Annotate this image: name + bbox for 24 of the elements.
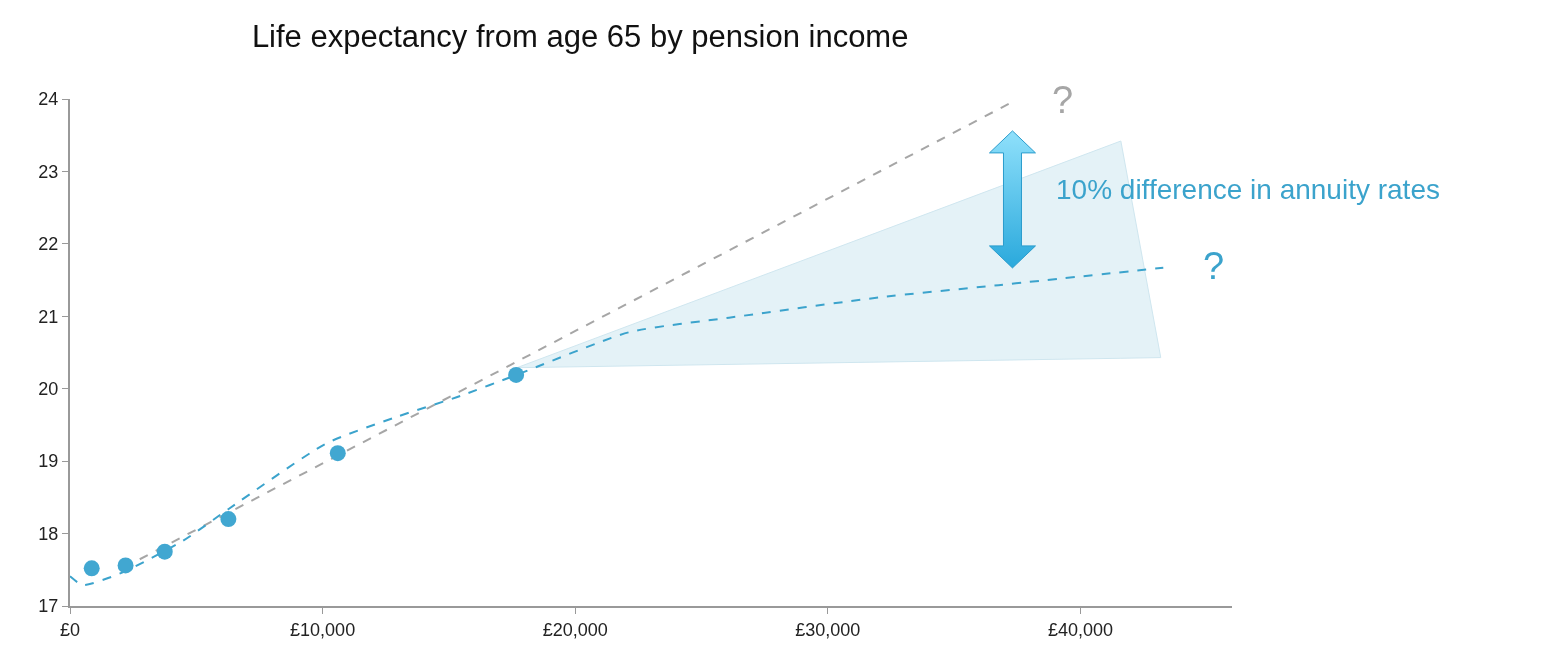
annotation: ? xyxy=(1203,245,1225,287)
y-tick-label: 17 xyxy=(38,596,59,617)
point xyxy=(117,557,134,574)
point xyxy=(156,543,173,560)
annotation: ? xyxy=(1052,79,1074,121)
x-tick-label: £0 xyxy=(59,619,81,640)
x-tick-label: £20,000 xyxy=(542,619,608,640)
line-series xyxy=(70,266,1165,586)
chart-title: Life expectancy from age 65 by pension income xyxy=(251,18,909,54)
point xyxy=(220,511,237,528)
x-tick-label: £10,000 xyxy=(290,619,356,640)
y-tick-label: 21 xyxy=(38,306,59,327)
point xyxy=(83,560,100,577)
y-tick-label: 22 xyxy=(38,234,59,255)
x-tick-label: £40,000 xyxy=(1047,619,1113,640)
point xyxy=(329,445,346,462)
annotation: 10% difference in annuity rates xyxy=(1056,174,1440,205)
y-tick-label: 18 xyxy=(38,523,59,544)
y-tick-label: 19 xyxy=(38,451,59,472)
point xyxy=(508,366,525,383)
y-tick-label: 24 xyxy=(38,89,59,110)
y-tick-label: 20 xyxy=(38,379,59,400)
y-tick-label: 23 xyxy=(38,161,59,182)
x-tick-label: £30,000 xyxy=(795,619,861,640)
